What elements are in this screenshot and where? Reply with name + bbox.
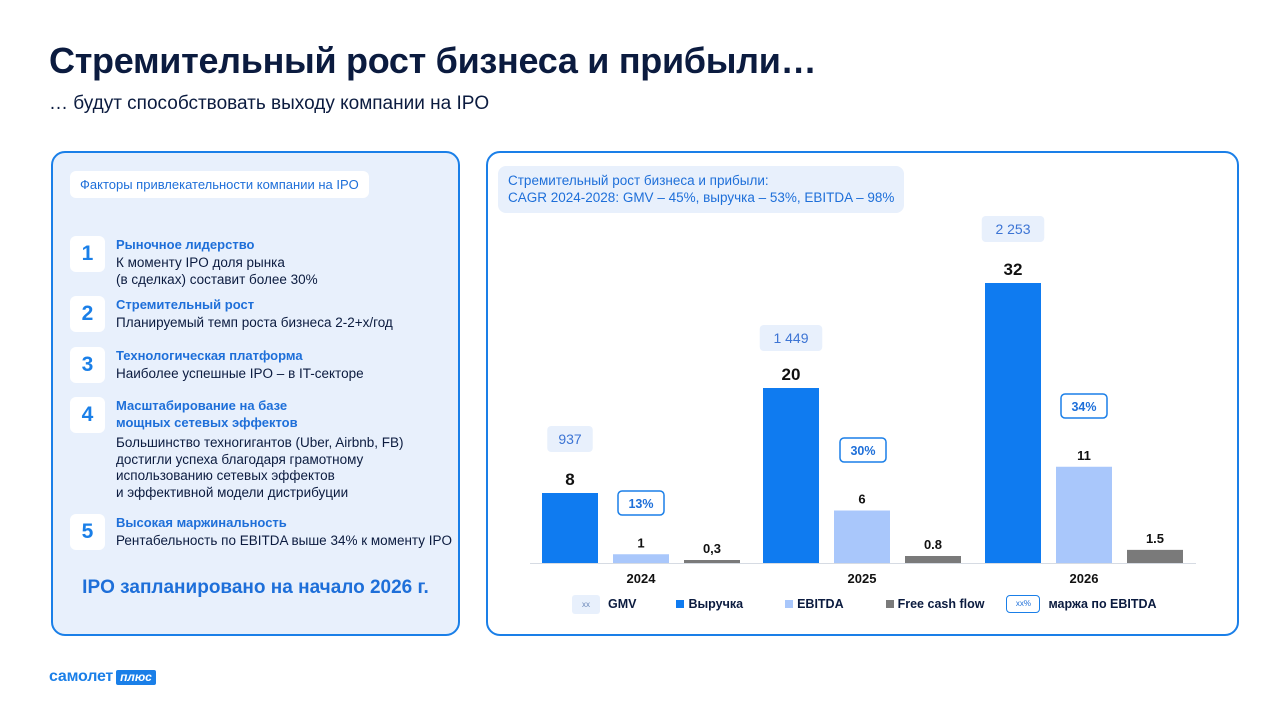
factor-description: К моменту IPO доля рынка (в сделках) сос… xyxy=(116,255,318,287)
bar-ebitda xyxy=(834,510,890,563)
ebitda-margin-box xyxy=(617,490,665,516)
gmv-value-label: 2 253 xyxy=(995,221,1030,237)
bar-free-cash-flow xyxy=(684,560,740,563)
chart-legend: xx GMV Выручка EBITDA Free cash flow xx%… xyxy=(572,594,1173,614)
factor-number: 2 xyxy=(70,296,105,332)
ebitda-margin-label: 30% xyxy=(850,444,875,458)
ipo-planned-note: IPO запланировано на начало 2026 г. xyxy=(82,577,429,598)
bar-value-label: 6 xyxy=(858,492,865,507)
gmv-chip xyxy=(981,216,1045,242)
gmv-value-label: 937 xyxy=(558,431,582,447)
gmv-chip xyxy=(759,325,823,351)
factor-number: 5 xyxy=(70,514,105,550)
legend-gmv-box: xx xyxy=(572,594,600,614)
bar-free-cash-flow xyxy=(905,556,961,563)
legend-fcf-swatch xyxy=(885,600,894,608)
page-title: Стремительный рост бизнеса и прибыли… xyxy=(49,40,817,81)
factor-heading: Рыночное лидерство xyxy=(116,237,255,252)
legend-revenue-swatch xyxy=(676,600,685,608)
bar-value-label: 32 xyxy=(1004,260,1023,279)
bar-ebitda xyxy=(1056,466,1112,563)
bar-value-label: 1.5 xyxy=(1146,531,1164,546)
legend-fcf-label: Free cash flow xyxy=(897,597,985,611)
factor-number: 1 xyxy=(70,236,105,272)
factor-description: Большинство техногигантов (Uber, Airbnb,… xyxy=(116,435,404,500)
factor-description: Рентабельность по EBITDA выше 34% к моме… xyxy=(116,533,452,548)
bar-value-label: 20 xyxy=(782,365,801,384)
bar-value-label: 8 xyxy=(565,470,574,489)
cagr-tag-line1: Стремительный рост бизнеса и прибыли: xyxy=(508,173,769,188)
bar-выручка xyxy=(763,388,819,563)
ebitda-margin-box xyxy=(839,437,887,463)
ebitda-margin-label: 13% xyxy=(628,497,653,511)
bar-value-label: 1 xyxy=(637,535,644,550)
samolet-plus-logo: самолет плюс xyxy=(49,668,156,686)
cagr-tag-line2: CAGR 2024-2028: GMV – 45%, выручка – 53%… xyxy=(508,190,895,205)
legend-gmv: xx GMV xyxy=(572,594,637,614)
ipo-factors-panel: Факторы привлекательности компании на IP… xyxy=(51,151,460,636)
bar-выручка xyxy=(542,493,598,563)
legend-gmv-label: GMV xyxy=(608,597,637,611)
factor-description: Планируемый темп роста бизнеса 2-2+x/год xyxy=(116,315,393,330)
logo-word-samolet: самолет xyxy=(49,668,114,685)
factor-number: 3 xyxy=(70,347,105,383)
factor-heading: Стремительный рост xyxy=(116,297,255,312)
logo-word-plus: плюс xyxy=(116,669,156,685)
factor-heading: Технологическая платформа xyxy=(116,348,303,363)
legend-margin-box: xx% xyxy=(1006,595,1041,613)
legend-revenue-label: Выручка xyxy=(688,597,744,611)
factor-heading: Высокая маржинальность xyxy=(116,515,287,530)
factor-number: 4 xyxy=(70,397,105,433)
ebitda-margin-label: 34% xyxy=(1071,400,1096,414)
ipo-factors-tag: Факторы привлекательности компании на IP… xyxy=(70,171,369,198)
bar-выручка xyxy=(985,283,1041,563)
legend-margin-label: маржа по EBITDA xyxy=(1048,597,1157,611)
legend-ebitda-swatch xyxy=(785,600,794,608)
bar-ebitda xyxy=(613,554,669,563)
bar-free-cash-flow xyxy=(1127,549,1183,563)
category-label: 2025 xyxy=(848,571,877,586)
category-label: 2024 xyxy=(627,571,657,586)
gmv-chip xyxy=(547,426,593,452)
legend-revenue: Выручка xyxy=(676,597,743,611)
legend-ebitda-label: EBITDA xyxy=(797,597,844,611)
bar-value-label: 11 xyxy=(1077,448,1091,463)
legend-margin: xx% маржа по EBITDA xyxy=(1006,595,1157,613)
bar-value-label: 0,3 xyxy=(703,541,721,556)
factor-description: Наиболее успешные IPO – в IT-секторе xyxy=(116,366,364,381)
page-subtitle: … будут способствовать выходу компании н… xyxy=(49,93,490,114)
growth-chart-panel: Стремительный рост бизнеса и прибыли: CA… xyxy=(486,151,1239,636)
factor-heading: Масштабирование на базе мощных сетевых э… xyxy=(116,398,298,430)
ebitda-margin-box xyxy=(1060,393,1108,419)
bar-value-label: 0.8 xyxy=(924,537,942,552)
gmv-value-label: 1 449 xyxy=(773,330,808,346)
cagr-tag: Стремительный рост бизнеса и прибыли: CA… xyxy=(498,166,905,213)
legend-ebitda: EBITDA xyxy=(785,597,844,611)
growth-bar-chart: 8 1 0,3 2024 937 13% 20 6 0.8 2025 1 449 30% 32 11 1.5… xyxy=(530,216,1196,586)
category-label: 2026 xyxy=(1070,571,1099,586)
legend-fcf: Free cash flow xyxy=(885,597,985,611)
